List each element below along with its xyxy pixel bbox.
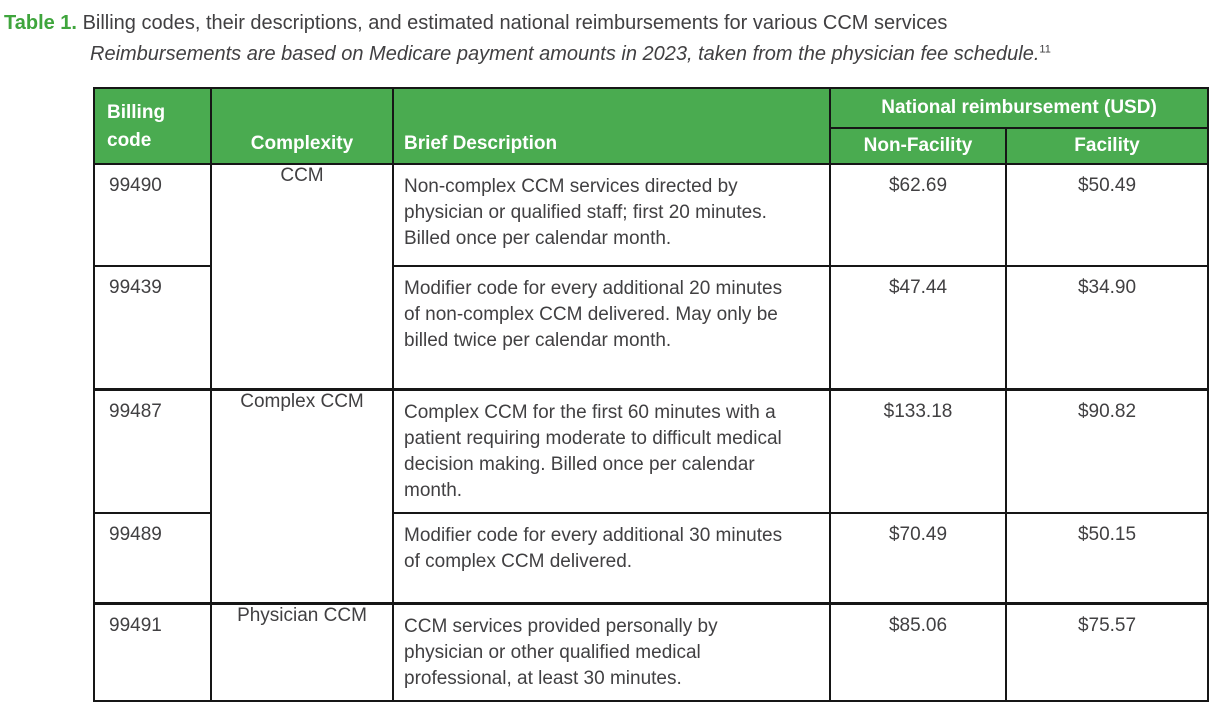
table-caption: Table 1. Billing codes, their descriptio… [4, 10, 1208, 67]
table-row: 99491 Physician CCM CCM services provide… [93, 601, 1210, 702]
complexity-cell: Physician CCM [210, 601, 394, 702]
header-facility: Facility [1004, 127, 1210, 165]
header-billing-code: Billing code [93, 87, 212, 165]
complexity-cell: CCM [210, 163, 394, 390]
description-cell: Complex CCM for the first 60 minutes wit… [392, 387, 831, 514]
billing-code-cell: 99491 [93, 601, 212, 702]
complexity-cell: Complex CCM [210, 387, 394, 604]
facility-amount: $50.15 [1004, 512, 1210, 604]
facility-amount: $75.57 [1004, 601, 1210, 702]
header-brief-description: Brief Description [392, 87, 831, 165]
non-facility-amount: $62.69 [829, 163, 1007, 267]
description-cell: Non-complex CCM services directed by phy… [392, 163, 831, 267]
header-complexity: Complexity [210, 87, 394, 165]
description-cell: Modifier code for every additional 20 mi… [392, 265, 831, 390]
table-caption-text: Billing codes, their descriptions, and e… [82, 12, 948, 34]
facility-amount: $34.90 [1004, 265, 1210, 390]
non-facility-amount: $133.18 [829, 387, 1007, 514]
table-row: 99487 Complex CCM Complex CCM for the fi… [93, 387, 1210, 604]
table-number-label: Table 1. [4, 12, 77, 34]
facility-amount: $90.82 [1004, 387, 1210, 514]
billing-code-cell: 99489 [93, 512, 212, 604]
header-non-facility: Non-Facility [829, 127, 1007, 165]
non-facility-amount: $85.06 [829, 601, 1007, 702]
reference-superscript: 11 [1039, 43, 1051, 56]
table-caption-subtitle: Reimbursements are based on Medicare pay… [90, 43, 1051, 65]
description-cell: CCM services provided personally by phys… [392, 601, 831, 702]
description-cell: Modifier code for every additional 30 mi… [392, 512, 831, 604]
billing-codes-table: Billing code Complexity Brief Descriptio… [93, 87, 1210, 702]
facility-amount: $50.49 [1004, 163, 1210, 267]
non-facility-amount: $47.44 [829, 265, 1007, 390]
header-national-reimbursement: National reimbursement (USD) [828, 87, 1210, 129]
billing-code-cell: 99439 [93, 265, 212, 390]
table-row: 99489 Modifier code for every additional… [93, 512, 1210, 604]
table-row: 99439 Modifier code for every additional… [93, 265, 1210, 390]
billing-code-cell: 99490 [93, 163, 212, 267]
billing-code-cell: 99487 [93, 387, 212, 514]
table-row: 99490 CCM Non-complex CCM services direc… [93, 163, 1210, 390]
table-caption-line1: Table 1. Billing codes, their descriptio… [4, 10, 1208, 36]
non-facility-amount: $70.49 [829, 512, 1007, 604]
